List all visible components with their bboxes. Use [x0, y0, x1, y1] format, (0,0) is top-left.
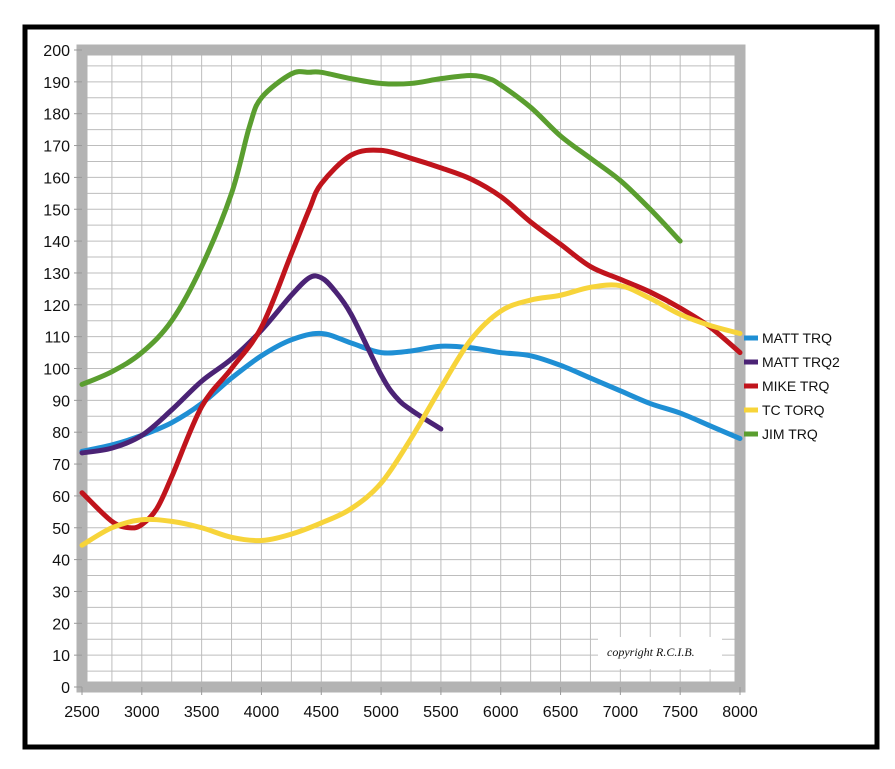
x-tick-label: 5000: [363, 704, 399, 721]
y-tick-label: 20: [52, 616, 70, 633]
x-tick-label: 4500: [303, 704, 339, 721]
copyright-box: copyright R.C.I.B.: [598, 637, 722, 669]
y-tick-label: 40: [52, 553, 70, 570]
y-tick-label: 130: [43, 266, 70, 283]
series-lines: [79, 69, 743, 548]
x-tick-label: 7500: [662, 704, 698, 721]
x-tick-label: 4000: [244, 704, 280, 721]
x-tick-label: 3500: [184, 704, 220, 721]
y-tick-label: 10: [52, 648, 70, 665]
axis-ticks: 0 10 20 30 40 50 60 70 80 90 100 110 120 130 140 150 160…: [43, 43, 758, 721]
x-tick-label: 2500: [64, 704, 100, 721]
y-tick-label: 80: [52, 425, 70, 442]
y-tick-label: 100: [43, 362, 70, 379]
legend: MATT TRQ MATT TRQ2 MIKE TRQ TC TORQ JIM TRQ: [744, 330, 840, 442]
x-tick-label: 7000: [603, 704, 639, 721]
y-tick-label: 30: [52, 584, 70, 601]
series-line-tc-torq: [79, 282, 743, 548]
y-tick-label: 110: [44, 330, 70, 347]
y-tick-label: 180: [43, 107, 70, 124]
x-tick-label: 3000: [124, 704, 160, 721]
legend-label-matt-trq2: MATT TRQ2: [762, 354, 840, 370]
series-line-matt-trq2: [79, 273, 444, 456]
y-tick-label: 140: [43, 234, 70, 251]
y-tick-label: 90: [52, 393, 70, 410]
y-tick-label: 120: [43, 298, 70, 315]
legend-label-matt-trq: MATT TRQ: [762, 330, 832, 346]
legend-label-mike-trq: MIKE TRQ: [762, 378, 830, 394]
y-tick-label: 200: [43, 43, 70, 60]
series-line-jim-trq: [79, 69, 683, 387]
y-tick-label: 160: [43, 170, 70, 187]
series-line-matt-trq: [79, 330, 743, 454]
outer-frame: [22, 24, 880, 750]
copyright-text: copyright R.C.I.B.: [607, 645, 695, 659]
y-tick-label: 0: [61, 680, 70, 697]
x-tick-label: 5500: [423, 704, 459, 721]
y-tick-label: 60: [52, 489, 70, 506]
copyright-background: [598, 637, 722, 669]
x-tick-label: 6500: [543, 704, 579, 721]
y-tick-label: 50: [52, 521, 70, 538]
legend-label-jim-trq: JIM TRQ: [762, 426, 818, 442]
y-tick-label: 70: [52, 457, 70, 474]
x-tick-label: 6000: [483, 704, 519, 721]
y-tick-label: 150: [43, 202, 70, 219]
legend-label-tc-torq: TC TORQ: [762, 402, 825, 418]
x-tick-label: 8000: [722, 704, 758, 721]
y-tick-label: 170: [43, 139, 70, 156]
y-tick-label: 190: [43, 75, 70, 92]
grid: [81, 49, 741, 688]
series-line-mike-trq: [79, 147, 743, 531]
